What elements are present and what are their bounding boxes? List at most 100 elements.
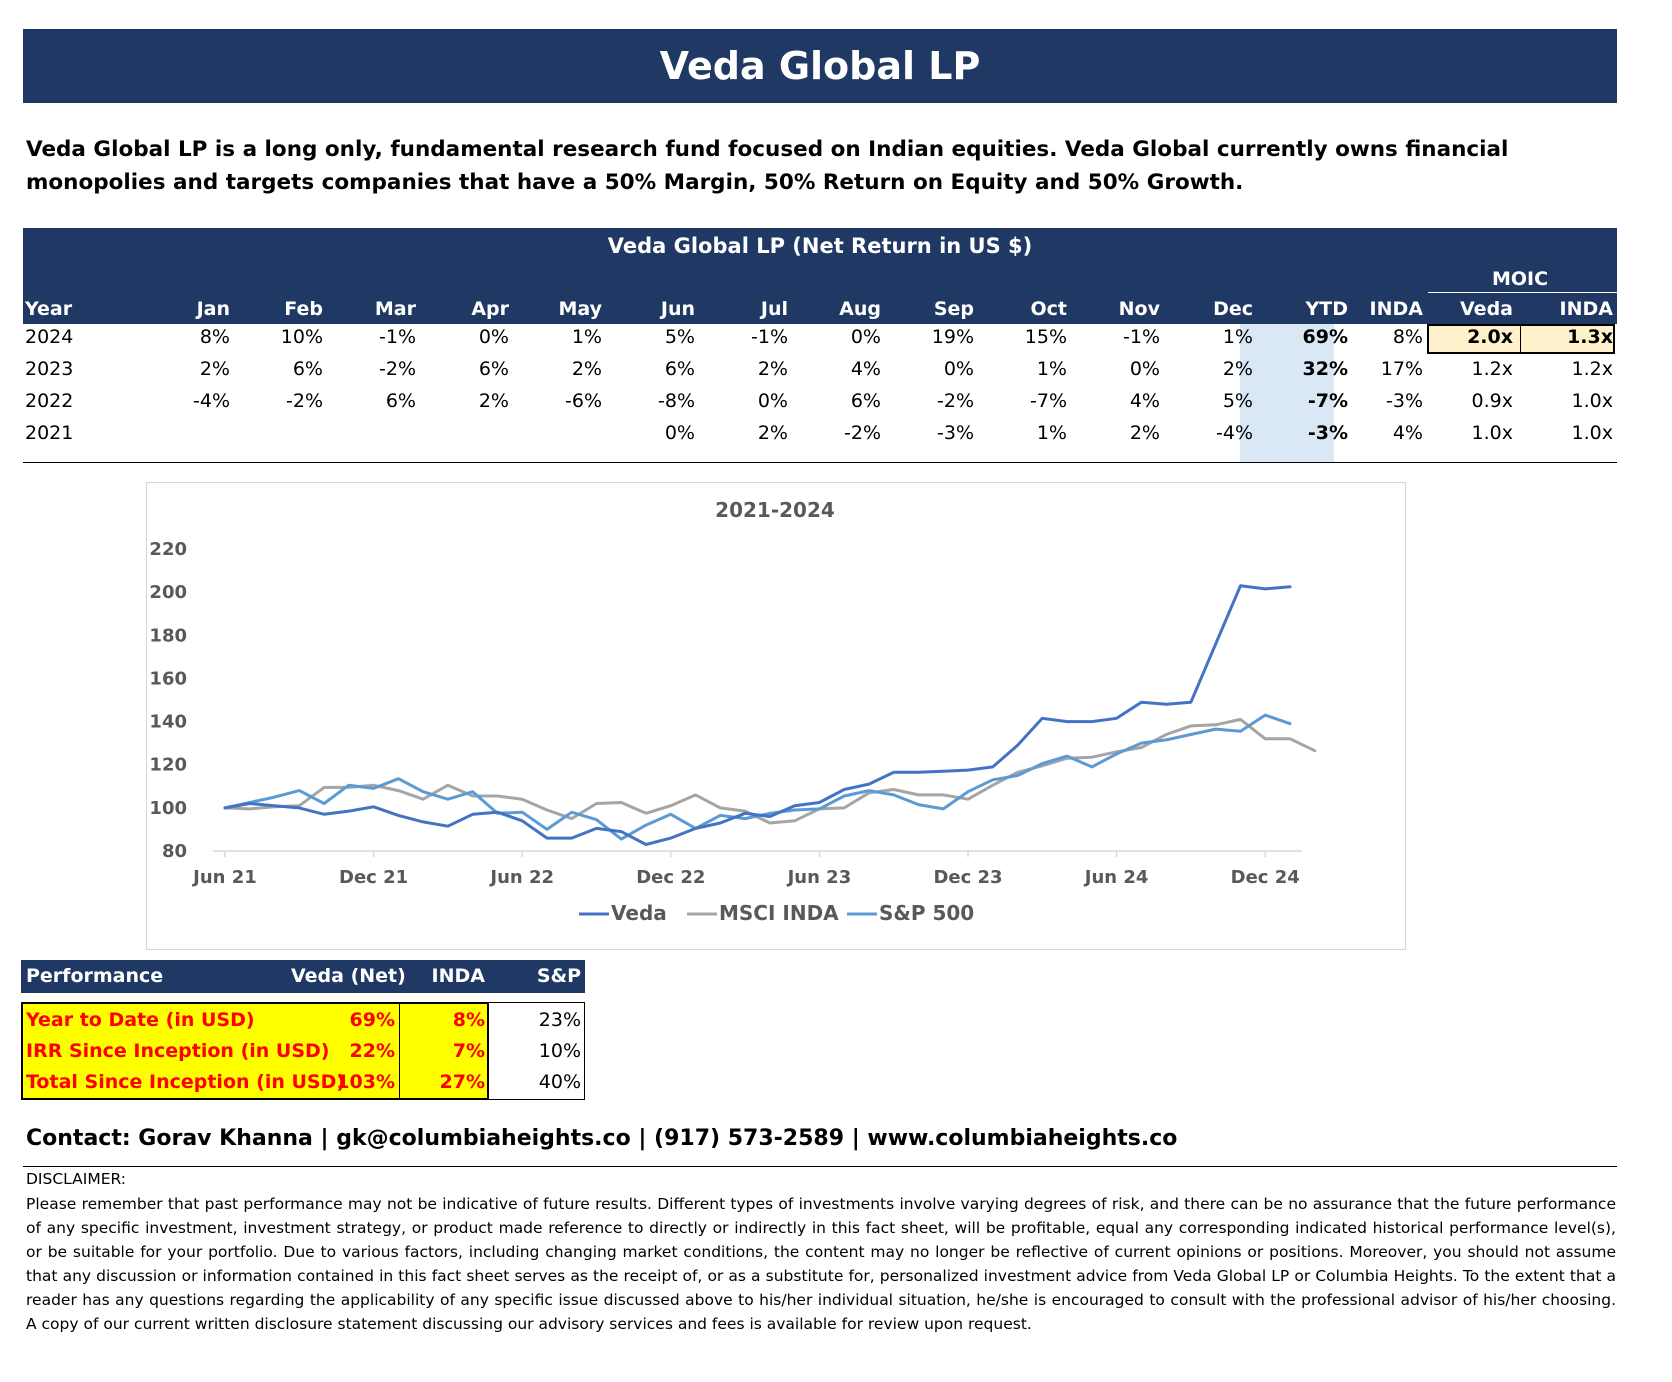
moic-2024-divider	[1520, 324, 1521, 354]
month-cell: 15%	[1024, 326, 1067, 348]
perf-sp-value: 10%	[538, 1040, 581, 1062]
moic-veda-cell: 1.0x	[1471, 422, 1513, 444]
month-cell: -4%	[193, 390, 230, 412]
header-inda: INDA	[1369, 298, 1423, 320]
perf-veda-value: 103%	[336, 1071, 395, 1093]
perf-header-veda: Veda (Net)	[291, 965, 406, 987]
disclaimer-title: DISCLAIMER:	[26, 1170, 127, 1188]
month-cell: 4%	[1129, 390, 1160, 412]
month-cell: 6%	[850, 390, 881, 412]
month-cell: 10%	[280, 326, 323, 348]
month-cell: 6%	[385, 390, 416, 412]
fund-description: Veda Global LP is a long only, fundament…	[26, 137, 1509, 195]
page-title-banner: Veda Global LP	[23, 29, 1617, 103]
header-nov: Nov	[1118, 298, 1160, 320]
perf-inda-value: 7%	[452, 1040, 485, 1062]
month-cell: 1%	[1036, 422, 1067, 444]
month-cell: 8%	[199, 326, 230, 348]
disclaimer-rule	[23, 1166, 1617, 1167]
ytd-cell: 32%	[1302, 358, 1348, 380]
month-cell: 2%	[478, 390, 509, 412]
month-cell: -2%	[286, 390, 323, 412]
moic-inda-cell: 1.3x	[1567, 326, 1613, 348]
x-tick-label: Dec 22	[636, 867, 705, 888]
year-cell: 2023	[25, 358, 74, 380]
month-cell: 0%	[478, 326, 509, 348]
month-cell: 2%	[757, 422, 788, 444]
perf-sp-value: 23%	[538, 1009, 581, 1031]
series-line-s-p-500	[223, 713, 1292, 841]
moic-underline	[1428, 292, 1617, 293]
inda-cell: 17%	[1380, 358, 1423, 380]
moic-inda-cell: 1.0x	[1571, 390, 1613, 412]
y-tick-label: 220	[149, 539, 187, 560]
month-cell: -1%	[751, 326, 788, 348]
series-line-msci-inda	[223, 717, 1317, 825]
legend-label: Veda	[611, 901, 667, 925]
month-cell: 2%	[757, 358, 788, 380]
returns-table-bottom-rule	[23, 462, 1617, 463]
y-tick-label: 180	[149, 625, 187, 646]
perf-veda-value: 22%	[349, 1040, 395, 1062]
month-cell: 6%	[664, 358, 695, 380]
month-cell: -1%	[379, 326, 416, 348]
x-tick-label: Dec 21	[339, 867, 408, 888]
moic-inda-cell: 1.2x	[1571, 358, 1613, 380]
moic-inda-cell: 1.0x	[1571, 422, 1613, 444]
perf-sp-value: 40%	[538, 1071, 581, 1093]
performance-divider	[399, 1002, 400, 1100]
header-dec: Dec	[1213, 298, 1253, 320]
month-cell: 5%	[1222, 390, 1253, 412]
returns-table-title: Veda Global LP (Net Return in US $)	[607, 234, 1033, 258]
chart-title: 2021-2024	[715, 498, 835, 522]
perf-inda-value: 27%	[439, 1071, 485, 1093]
y-tick-label: 140	[149, 712, 187, 733]
header-moic-veda: Veda	[1460, 298, 1513, 320]
month-cell: -4%	[1216, 422, 1253, 444]
month-cell: -6%	[565, 390, 602, 412]
perf-label: IRR Since Inception (in USD)	[26, 1040, 330, 1062]
month-cell: 0%	[1129, 358, 1160, 380]
y-tick-label: 160	[149, 668, 187, 689]
month-cell: 0%	[757, 390, 788, 412]
perf-header-inda: INDA	[431, 965, 485, 987]
perf-veda-value: 69%	[349, 1009, 395, 1031]
performance-sp-column	[489, 1002, 585, 1100]
series-line-veda	[223, 584, 1292, 846]
month-cell: 1%	[1036, 358, 1067, 380]
month-cell: 19%	[931, 326, 974, 348]
contact-line: Contact: Gorav Khanna | gk@columbiaheigh…	[26, 1126, 1178, 1151]
perf-header-label: Performance	[26, 965, 164, 987]
moic-label: MOIC	[1491, 268, 1549, 290]
table-row: Total Since Inception (in USD) 103% 27% …	[21, 1067, 585, 1099]
moic-veda-cell: 2.0x	[1467, 326, 1513, 348]
month-cell: -2%	[844, 422, 881, 444]
month-cell: 0%	[943, 358, 974, 380]
inda-cell: 8%	[1392, 326, 1423, 348]
header-moic-inda: INDA	[1559, 298, 1613, 320]
x-tick-label: Jun 22	[488, 867, 554, 888]
month-cell: 4%	[850, 358, 881, 380]
returns-table-header: Veda Global LP (Net Return in US $) MOIC…	[23, 228, 1617, 324]
month-cell: -3%	[937, 422, 974, 444]
table-row: 2021 0% 2% -2% -3% 1% 2% -4% -3% 4% 1.0x…	[23, 422, 1617, 452]
inda-cell: 4%	[1392, 422, 1423, 444]
month-cell: 5%	[664, 326, 695, 348]
month-cell: 1%	[1222, 326, 1253, 348]
legend-label: MSCI INDA	[719, 901, 839, 925]
x-tick-label: Dec 23	[933, 867, 1002, 888]
month-cell: -1%	[1123, 326, 1160, 348]
header-ytd: YTD	[1305, 298, 1349, 320]
header-oct: Oct	[1030, 298, 1068, 320]
month-cell: 2%	[199, 358, 230, 380]
header-may: May	[558, 298, 602, 320]
month-cell: 2%	[1222, 358, 1253, 380]
table-row: 2023 2% 6% -2% 6% 2% 6% 2% 4% 0% 1% 0% 2…	[23, 358, 1617, 388]
month-cell: 2%	[1129, 422, 1160, 444]
chart-canvas: 2021-2024 80 100 120 140 160 180 200 220 Jun 21 De…	[149, 498, 1317, 925]
ytd-column-highlight	[1240, 324, 1334, 462]
year-cell: 2022	[25, 390, 74, 412]
y-tick-label: 100	[149, 798, 187, 819]
month-cell: 1%	[571, 326, 602, 348]
perf-header-sp: S&P	[536, 965, 581, 987]
